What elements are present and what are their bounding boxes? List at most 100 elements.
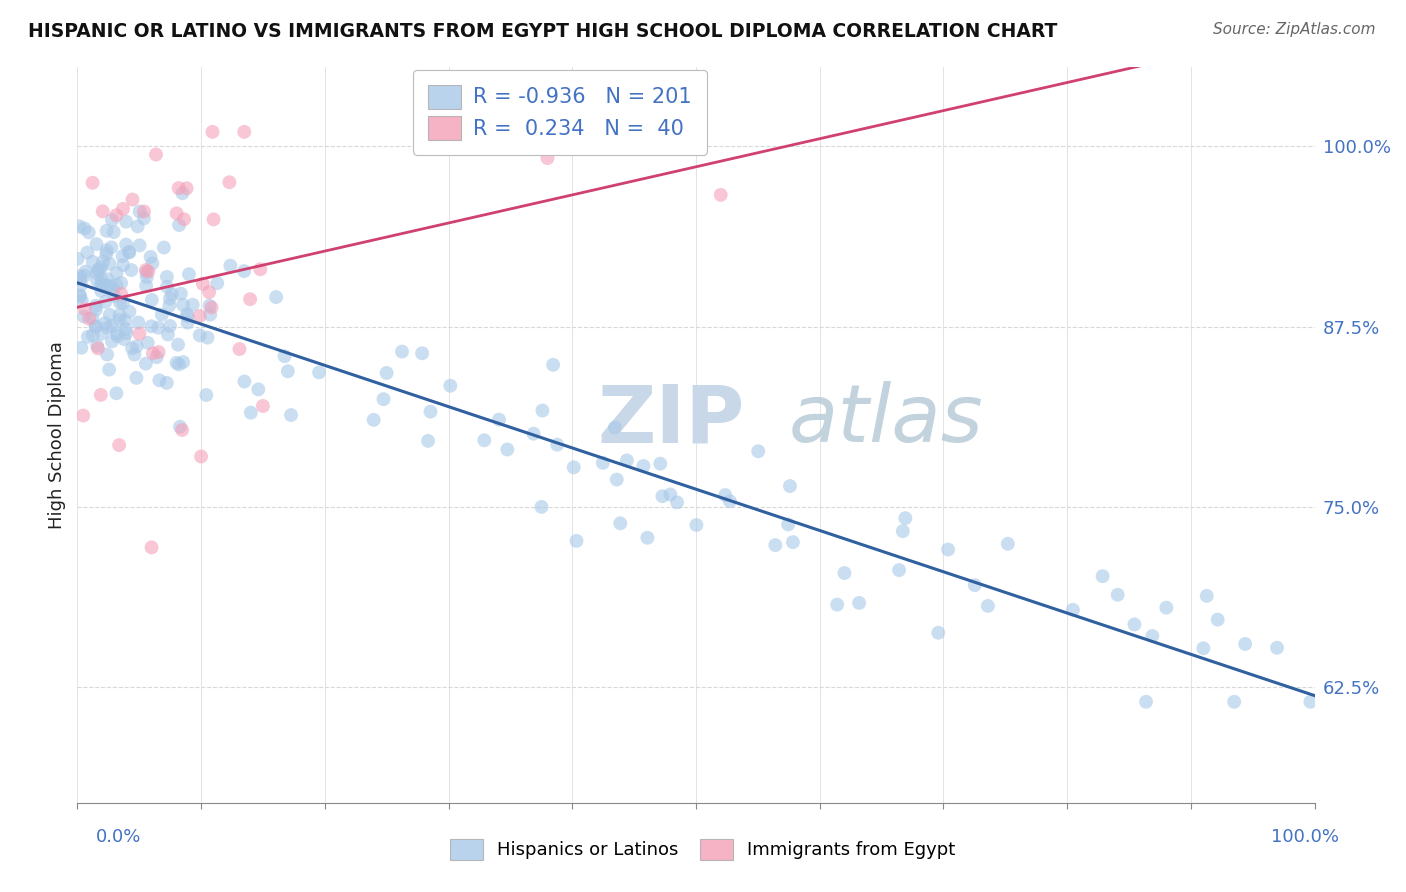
- Point: [128, 326, 150, 341]
- Point: [1142, 629, 1164, 643]
- Point: [936, 542, 959, 557]
- Point: [233, 375, 256, 389]
- Point: [1299, 695, 1322, 709]
- Point: [141, 541, 163, 555]
- Point: [145, 147, 167, 161]
- Point: [98, 278, 121, 293]
- Point: [87, 262, 110, 277]
- Point: [541, 358, 564, 372]
- Point: [108, 295, 131, 310]
- Point: [90, 284, 112, 298]
- Point: [148, 373, 170, 387]
- Point: [997, 537, 1019, 551]
- Point: [894, 511, 917, 525]
- Point: [125, 339, 148, 353]
- Point: [70, 341, 93, 355]
- Point: [782, 535, 804, 549]
- Point: [82, 311, 104, 326]
- Point: [927, 625, 949, 640]
- Point: [73, 310, 96, 324]
- Point: [496, 442, 519, 457]
- Point: [69, 288, 91, 302]
- Point: [651, 489, 673, 503]
- Point: [90, 388, 112, 402]
- Point: [101, 283, 124, 297]
- Point: [416, 434, 439, 448]
- Point: [233, 264, 256, 278]
- Point: [72, 409, 94, 423]
- Point: [94, 294, 117, 309]
- Point: [685, 518, 707, 533]
- Point: [141, 256, 163, 270]
- Point: [86, 237, 108, 252]
- Point: [118, 245, 141, 260]
- Point: [82, 255, 104, 269]
- Point: [108, 438, 131, 452]
- Point: [718, 494, 741, 508]
- Point: [90, 260, 112, 275]
- Point: [522, 426, 544, 441]
- Point: [124, 347, 146, 361]
- Point: [73, 268, 96, 283]
- Point: [536, 151, 558, 165]
- Point: [375, 366, 398, 380]
- Point: [249, 262, 271, 277]
- Point: [963, 578, 986, 592]
- Point: [118, 304, 141, 318]
- Point: [1223, 695, 1246, 709]
- Point: [198, 285, 221, 300]
- Point: [135, 357, 157, 371]
- Point: [121, 193, 143, 207]
- Point: [472, 434, 495, 448]
- Point: [156, 269, 179, 284]
- Point: [887, 563, 910, 577]
- Point: [239, 406, 262, 420]
- Point: [177, 267, 200, 281]
- Point: [280, 408, 302, 422]
- Point: [84, 319, 107, 334]
- Point: [90, 277, 112, 291]
- Point: [84, 319, 107, 334]
- Point: [714, 488, 737, 502]
- Point: [121, 341, 143, 355]
- Point: [546, 438, 568, 452]
- Point: [135, 270, 157, 285]
- Point: [91, 204, 114, 219]
- Point: [70, 277, 93, 292]
- Point: [170, 286, 193, 301]
- Point: [98, 308, 121, 322]
- Point: [1265, 640, 1288, 655]
- Point: [105, 326, 128, 341]
- Point: [419, 404, 441, 418]
- Point: [173, 212, 195, 227]
- Point: [201, 125, 224, 139]
- Point: [139, 250, 162, 264]
- Point: [167, 218, 190, 232]
- Point: [159, 292, 181, 306]
- Point: [530, 500, 553, 514]
- Point: [101, 334, 124, 349]
- Point: [439, 378, 461, 392]
- Point: [825, 598, 848, 612]
- Point: [96, 224, 118, 238]
- Point: [105, 386, 128, 401]
- Point: [103, 289, 125, 303]
- Point: [264, 290, 287, 304]
- Point: [606, 473, 628, 487]
- Point: [747, 444, 769, 458]
- Point: [69, 269, 91, 284]
- Point: [120, 263, 142, 277]
- Point: [76, 330, 98, 344]
- Point: [98, 257, 121, 271]
- Point: [531, 403, 554, 417]
- Point: [592, 456, 614, 470]
- Point: [160, 287, 183, 301]
- Point: [96, 247, 118, 261]
- Legend: Hispanics or Latinos, Immigrants from Egypt: Hispanics or Latinos, Immigrants from Eg…: [443, 831, 963, 867]
- Point: [128, 238, 150, 252]
- Point: [110, 276, 132, 290]
- Point: [177, 310, 200, 324]
- Point: [105, 208, 128, 222]
- Point: [108, 313, 131, 327]
- Point: [138, 264, 160, 278]
